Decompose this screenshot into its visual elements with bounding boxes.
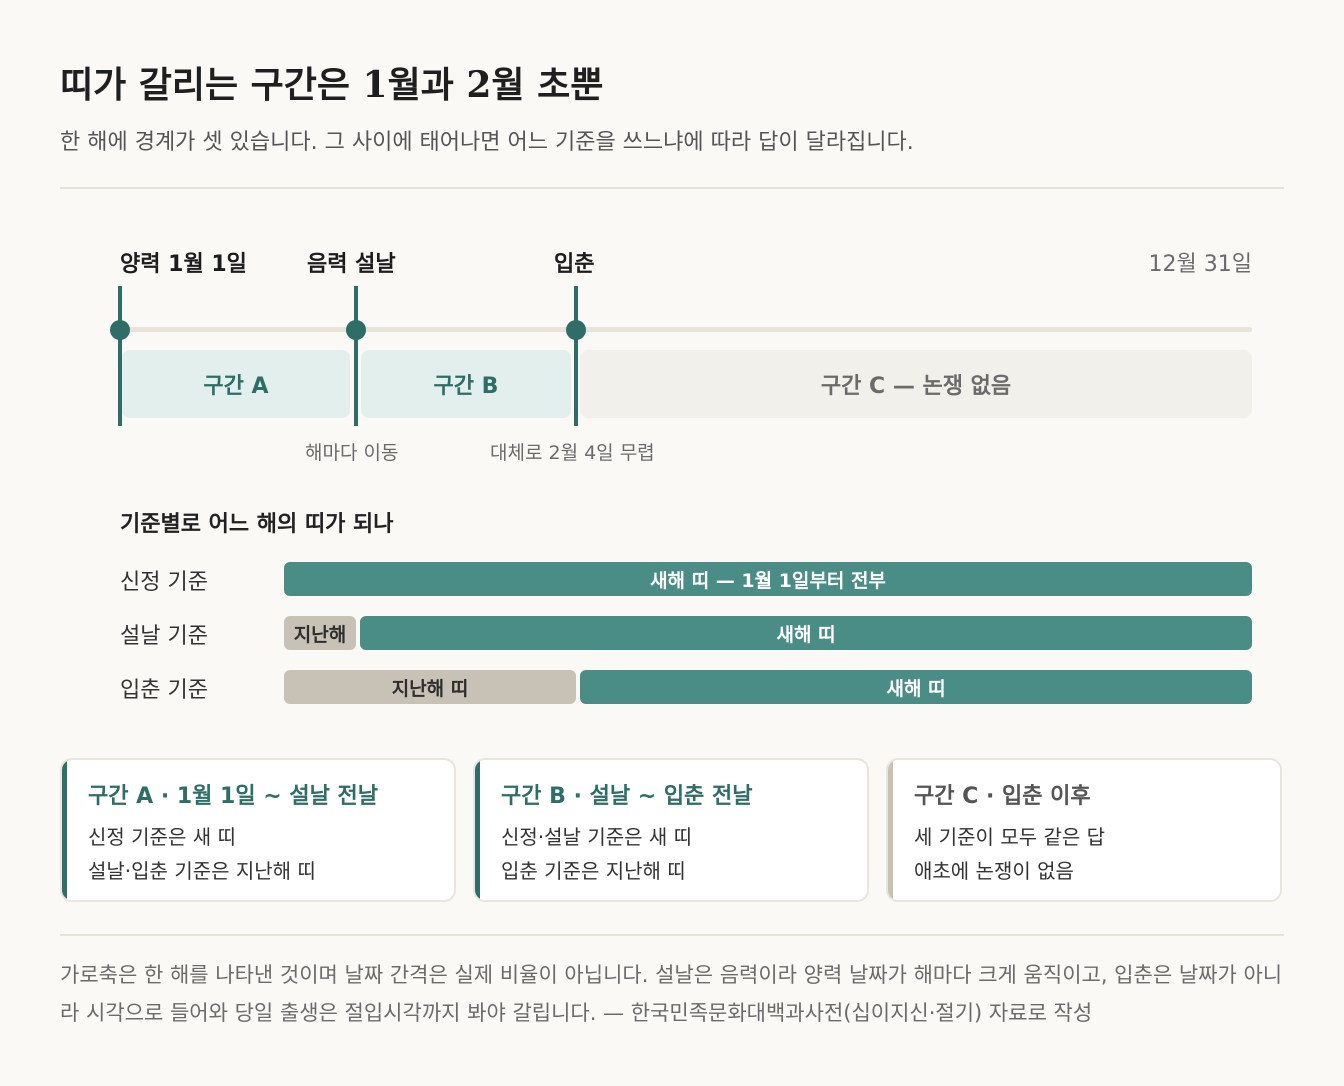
bar-seollal-new-year: 새해 띠 [360,616,1252,650]
bar-ipchun-previous-year: 지난해 띠 [284,670,576,704]
marker-dot-seollal [346,320,366,340]
segment-b: 구간 B [361,350,571,418]
card-segment-c: 구간 C · 입춘 이후 세 기준이 모두 같은 답 애초에 논쟁이 없음 [886,758,1282,902]
card-line: 세 기준이 모두 같은 답 [914,825,1106,849]
card-title: 구간 A · 1월 1일 ~ 설날 전날 [88,784,378,809]
timeline-track [120,327,1252,332]
criteria-label-seollal: 설날 기준 [120,624,208,649]
marker-line-ipchun [574,286,578,426]
card-title: 구간 B · 설날 ~ 입춘 전날 [501,784,753,809]
marker-label-new-year: 양력 1월 1일 [120,252,247,277]
marker-label-ipchun: 입춘 [554,252,595,277]
note-seollal-moves: 해마다 이동 [305,442,399,464]
criteria-label-ipchun: 입춘 기준 [120,678,208,703]
bar-ipchun-new-year: 새해 띠 [580,670,1252,704]
card-line: 애초에 논쟁이 없음 [914,859,1074,883]
marker-line-new-year [118,286,122,426]
note-ipchun-date: 대체로 2월 4일 무렵 [490,442,655,464]
footer-divider [60,934,1284,936]
criteria-label-sinjeong: 신정 기준 [120,570,208,595]
bar-sinjeong-new-year: 새해 띠 — 1월 1일부터 전부 [284,562,1252,596]
header-divider [60,187,1284,189]
marker-label-seollal: 음력 설날 [307,252,396,277]
card-title: 구간 C · 입춘 이후 [914,784,1091,809]
marker-dot-ipchun [566,320,586,340]
segment-a: 구간 A [122,350,350,418]
segment-c: 구간 C — 논쟁 없음 [580,350,1252,418]
criteria-title: 기준별로 어느 해의 띠가 되나 [120,512,394,537]
bar-seollal-previous-year: 지난해 [284,616,356,650]
card-segment-b: 구간 B · 설날 ~ 입춘 전날 신정·설날 기준은 새 띠 입춘 기준은 지… [473,758,869,902]
footnote: 가로축은 한 해를 나타낸 것이며 날짜 간격은 실제 비율이 아닙니다. 설날… [60,963,1283,1025]
card-line: 설날·입춘 기준은 지난해 띠 [88,859,316,883]
card-line: 입춘 기준은 지난해 띠 [501,859,686,883]
card-line: 신정·설날 기준은 새 띠 [501,825,693,849]
card-line: 신정 기준은 새 띠 [88,825,236,849]
marker-line-seollal [354,286,358,426]
marker-dot-new-year [110,320,130,340]
card-segment-a: 구간 A · 1월 1일 ~ 설날 전날 신정 기준은 새 띠 설날·입춘 기준… [60,758,456,902]
page-subtitle: 한 해에 경계가 셋 있습니다. 그 사이에 태어나면 어느 기준을 쓰느냐에 … [60,130,914,155]
page-title: 띠가 갈리는 구간은 1월과 2월 초뿐 [60,64,604,106]
timeline-end-label: 12월 31일 [1148,252,1252,277]
